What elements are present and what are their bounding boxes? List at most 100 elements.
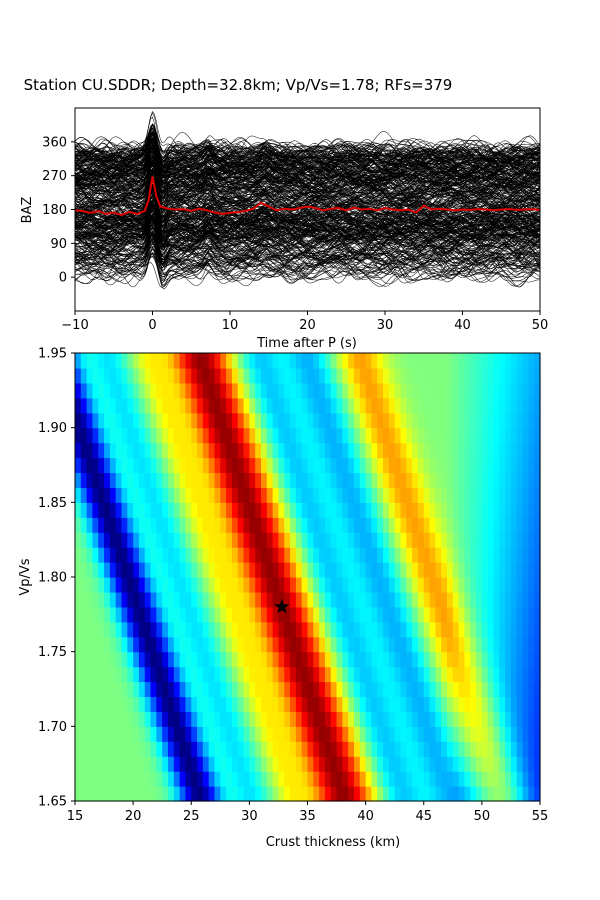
heatmap-cell — [133, 726, 140, 742]
heatmap-cell — [499, 547, 506, 563]
heatmap-cell — [185, 517, 192, 533]
heatmap-cell — [371, 711, 378, 727]
heatmap-cell — [516, 756, 524, 772]
heatmap-cell — [505, 741, 512, 757]
heatmap-cell — [354, 636, 361, 653]
heatmap-cell — [226, 547, 233, 563]
heatmap-cell — [505, 517, 512, 533]
heatmap-cell — [249, 591, 256, 608]
heatmap-cell — [458, 457, 466, 474]
heatmap-cell — [249, 502, 256, 518]
heatmap-cell — [266, 711, 274, 727]
heatmap-cell — [237, 472, 245, 488]
heatmap-cell — [435, 547, 442, 563]
heatmap-cell — [295, 741, 303, 757]
receiver-function-trace — [75, 229, 540, 261]
heatmap-cell — [342, 711, 349, 727]
heatmap-cell — [412, 382, 419, 399]
heatmap-cell — [481, 427, 489, 444]
heatmap-cell — [156, 412, 163, 429]
heatmap-cell — [127, 711, 134, 727]
heatmap-cell — [86, 562, 94, 578]
heatmap-cell — [197, 517, 204, 533]
heatmap-cell — [220, 651, 227, 668]
heatmap-cell — [330, 367, 338, 384]
heatmap-cell — [481, 591, 489, 608]
heatmap-cell — [144, 397, 152, 414]
heatmap-cell — [522, 606, 529, 623]
heatmap-cell — [371, 532, 378, 548]
heatmap-cell — [412, 636, 419, 653]
heatmap-cell — [214, 502, 221, 518]
heatmap-cell — [173, 666, 181, 683]
heatmap-cell — [109, 472, 117, 488]
heatmap-cell — [301, 412, 309, 429]
heatmap-cell — [330, 382, 338, 399]
heatmap-cell — [231, 696, 239, 712]
heatmap-cell — [319, 741, 326, 757]
heatmap-cell — [284, 353, 291, 369]
heatmap-cell — [295, 591, 303, 608]
heatmap-cell — [301, 621, 309, 638]
heatmap-cell — [324, 577, 332, 593]
heatmap-cell — [522, 681, 529, 698]
heatmap-cell — [261, 666, 268, 683]
heatmap-cell — [109, 577, 117, 593]
heatmap-cell — [406, 756, 413, 772]
heatmap-cell — [133, 771, 140, 787]
heatmap-cell — [138, 726, 146, 742]
heatmap-cell — [330, 621, 338, 638]
heatmap-cell — [493, 577, 500, 593]
heatmap-cell — [406, 606, 413, 623]
heatmap-cell — [319, 397, 326, 414]
heatmap-cell — [272, 367, 280, 384]
heatmap-cell — [324, 681, 332, 698]
heatmap-cell — [191, 577, 198, 593]
heatmap-cell — [295, 442, 303, 459]
heatmap-cell — [452, 741, 460, 757]
heatmap-cell — [348, 591, 355, 608]
heatmap-cell — [522, 472, 529, 488]
heatmap-cell — [179, 771, 187, 787]
heatmap-cell — [528, 442, 535, 459]
heatmap-cell — [429, 397, 436, 414]
heatmap-cell — [528, 726, 535, 742]
heatmap-cell — [243, 756, 250, 772]
heatmap-cell — [336, 696, 343, 712]
heatmap-cell — [458, 353, 466, 369]
heatmap-cell — [156, 786, 163, 802]
receiver-function-trace — [75, 124, 540, 164]
heatmap-cell — [447, 591, 454, 608]
heatmap-cell — [197, 412, 204, 429]
heatmap-cell — [92, 442, 99, 459]
heatmap-cell — [417, 353, 425, 369]
heatmap-cell — [179, 681, 187, 698]
heatmap-cell — [179, 472, 187, 488]
heatmap-cell — [278, 621, 285, 638]
heatmap-cell — [185, 427, 192, 444]
heatmap-cell — [249, 532, 256, 548]
heatmap-cell — [197, 666, 204, 683]
heatmap-cell — [261, 562, 268, 578]
receiver-function-trace — [75, 250, 540, 282]
heatmap-cell — [359, 472, 367, 488]
heatmap-cell — [86, 696, 94, 712]
heatmap-cell — [290, 502, 297, 518]
heatmap-cell — [261, 397, 268, 414]
heatmap-cell — [208, 502, 216, 518]
heatmap-cell — [336, 562, 343, 578]
heatmap-cell — [197, 696, 204, 712]
heatmap-cell — [307, 711, 314, 727]
heatmap-cell — [464, 562, 471, 578]
heatmap-cell — [185, 651, 192, 668]
heatmap-cell — [278, 577, 285, 593]
heatmap-cell — [371, 666, 378, 683]
heatmap-cell — [528, 591, 535, 608]
heatmap-cell — [133, 636, 140, 653]
heatmap-cell — [231, 681, 239, 698]
heatmap-cell — [499, 621, 506, 638]
heatmap-cell — [481, 472, 489, 488]
heatmap-cell — [417, 741, 425, 757]
heatmap-cell — [534, 621, 541, 638]
